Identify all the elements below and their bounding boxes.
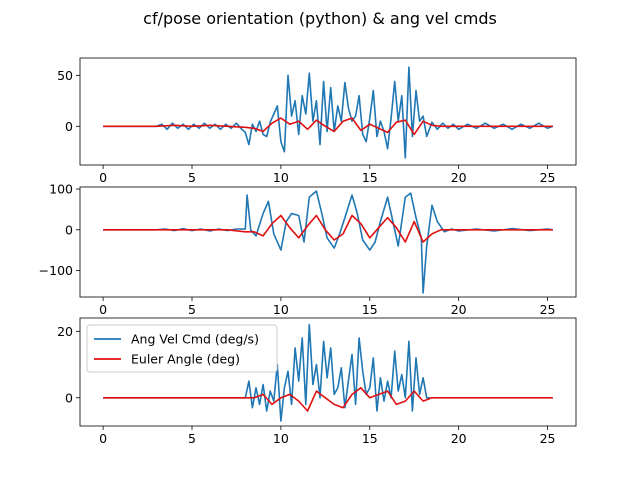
x-tick-label: 10: [273, 302, 289, 317]
axes-frame: [79, 57, 577, 166]
x-tick-label: 5: [188, 302, 196, 317]
x-tick-label: 25: [540, 302, 556, 317]
x-tick-label: 25: [540, 170, 556, 185]
legend-label: Euler Angle (deg): [131, 352, 240, 367]
x-tick-label: 0: [99, 170, 107, 185]
x-tick-label: 20: [451, 302, 467, 317]
subplot-3: 0 5 10 15 20 25 0 20: [57, 317, 577, 446]
y-tick-label: 100: [49, 182, 73, 197]
y-tick-label: 50: [57, 68, 73, 83]
x-tick-label: 0: [99, 431, 107, 446]
x-tick-label: 0: [99, 302, 107, 317]
figure-title: cf/pose orientation (python) & ang vel c…: [143, 9, 497, 28]
subplots: 0 5 10 15 20 25 0 50 0 5 10 15 20 25 −100 0 100 0 5 10 15 20 2…: [39, 57, 577, 446]
x-tick-label: 15: [362, 302, 378, 317]
legend: Ang Vel Cmd (deg/s) Euler Angle (deg): [86, 324, 278, 373]
x-tick-label: 15: [362, 431, 378, 446]
x-tick-label: 10: [273, 170, 289, 185]
axes-frame: [79, 317, 577, 427]
subplot-2: 0 5 10 15 20 25 −100 0 100: [39, 182, 577, 317]
y-tick-label: 0: [65, 390, 73, 405]
legend-label: Ang Vel Cmd (deg/s): [131, 332, 259, 347]
x-tick-label: 25: [540, 431, 556, 446]
x-tick-label: 15: [362, 170, 378, 185]
series-line-euler-angle: [103, 117, 553, 136]
y-tick-label: −100: [39, 263, 73, 278]
y-tick-label: 20: [57, 324, 73, 339]
x-tick-label: 5: [188, 170, 196, 185]
axes-frame: [79, 186, 577, 298]
series-line-euler-angle: [103, 386, 553, 412]
y-tick-label: 0: [65, 119, 73, 134]
x-tick-label: 20: [451, 431, 467, 446]
legend-box: [86, 324, 278, 373]
series-line-euler-angle: [103, 214, 553, 243]
x-tick-label: 20: [451, 170, 467, 185]
subplot-1: 0 5 10 15 20 25 0 50: [57, 57, 577, 185]
series-line-ang-vel-cmd: [103, 323, 431, 422]
y-tick-label: 0: [65, 222, 73, 237]
x-tick-label: 5: [188, 431, 196, 446]
x-tick-label: 10: [273, 431, 289, 446]
